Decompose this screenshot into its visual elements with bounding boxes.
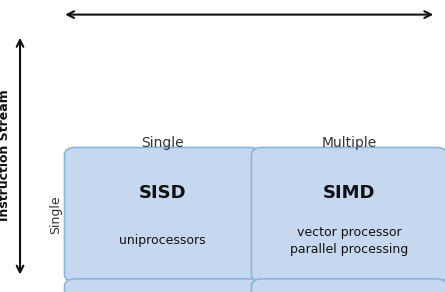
Text: SIMD: SIMD	[323, 184, 376, 202]
Text: Multiple: Multiple	[322, 136, 377, 150]
Text: uniprocessors: uniprocessors	[119, 234, 206, 247]
Text: vector processor
parallel processing: vector processor parallel processing	[290, 226, 409, 256]
Text: Data Stream: Data Stream	[205, 0, 293, 3]
Text: Single: Single	[49, 195, 62, 234]
FancyBboxPatch shape	[65, 279, 260, 292]
FancyBboxPatch shape	[251, 147, 445, 282]
Text: Instruction Stream: Instruction Stream	[0, 89, 11, 221]
FancyBboxPatch shape	[251, 279, 445, 292]
FancyBboxPatch shape	[65, 147, 260, 282]
Text: SISD: SISD	[138, 184, 186, 202]
Text: Single: Single	[141, 136, 184, 150]
